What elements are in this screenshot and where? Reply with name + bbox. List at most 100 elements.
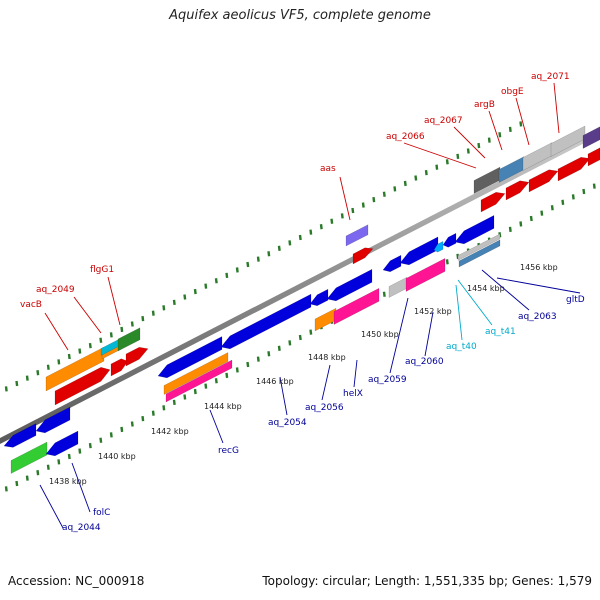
kbp-label: 1454 kbp: [467, 284, 505, 293]
tick-mark: [130, 321, 134, 327]
gene-feature[interactable]: [405, 257, 446, 292]
leader-line: [488, 110, 503, 151]
tick-mark: [67, 453, 71, 460]
tick-mark: [382, 291, 386, 297]
tick-mark: [67, 353, 71, 360]
tick-mark: [46, 364, 50, 370]
gene-label-aas[interactable]: aas: [320, 164, 336, 174]
gene-label-aq-2067[interactable]: aq_2067: [424, 116, 463, 126]
kbp-scale: 1438 kbp 1440 kbp 1442 kbp 1444 kbp 1446…: [49, 263, 558, 486]
tick-mark: [340, 213, 344, 219]
gene-feature[interactable]: [35, 406, 71, 434]
gene-label-vacB[interactable]: vacB: [20, 300, 42, 310]
gene-feature[interactable]: [550, 125, 586, 157]
gene-label-aq-2066[interactable]: aq_2066: [386, 132, 425, 142]
gene-label-aq-2071[interactable]: aq_2071: [531, 72, 570, 82]
gene-feature[interactable]: [388, 276, 408, 298]
tick-mark: [36, 470, 40, 476]
gene-feature[interactable]: [480, 192, 506, 213]
tick-mark: [424, 169, 428, 176]
gene-feature[interactable]: [54, 367, 111, 406]
gene-feature[interactable]: [457, 233, 501, 261]
tick-mark: [445, 259, 449, 265]
gene-label-aq-2049[interactable]: aq_2049: [36, 285, 75, 295]
gene-label-aq-t41[interactable]: aq_t41: [485, 327, 516, 337]
gene-label-aq-2063[interactable]: aq_2063: [518, 312, 557, 322]
gene-feature[interactable]: [125, 346, 149, 367]
leader-line: [39, 484, 64, 529]
kbp-label: 1452 kbp: [414, 307, 452, 316]
tick-mark: [309, 229, 313, 235]
tick-mark: [99, 437, 103, 443]
gene-label-argB[interactable]: argB: [474, 100, 495, 110]
gene-feature[interactable]: [345, 224, 369, 247]
gene-feature[interactable]: [505, 180, 530, 201]
gene-feature[interactable]: [587, 147, 600, 167]
tick-mark: [487, 137, 491, 143]
gene-feature[interactable]: [433, 240, 444, 253]
tick-mark: [256, 356, 260, 362]
gene-label-recG[interactable]: recG: [218, 446, 239, 456]
tick-mark: [309, 329, 313, 335]
gene-feature[interactable]: [3, 423, 37, 448]
gene-feature[interactable]: [110, 358, 129, 377]
gene-feature[interactable]: [582, 126, 600, 149]
gene-label-aq-t40[interactable]: aq_t40: [446, 342, 477, 352]
kbp-label: 1446 kbp: [256, 377, 294, 386]
leader-line: [515, 97, 530, 146]
leader-line: [455, 284, 463, 341]
gene-feature[interactable]: [454, 214, 495, 245]
gene-feature[interactable]: [45, 346, 105, 392]
gene-feature[interactable]: [165, 359, 233, 403]
tick-mark: [204, 283, 208, 289]
gene-label-aq-2056[interactable]: aq_2056: [305, 403, 344, 413]
bottom-gene-labels: aq_2044 folC recG aq_2054 aq_2056 helX a…: [62, 295, 585, 533]
tick-mark: [141, 315, 145, 322]
tick-mark: [57, 359, 61, 365]
gene-label-aq-2060[interactable]: aq_2060: [405, 357, 444, 367]
gene-label-aq-2054[interactable]: aq_2054: [268, 418, 307, 428]
tick-mark: [298, 234, 302, 241]
tick-mark: [246, 361, 250, 368]
leader-line: [107, 276, 121, 326]
tick-mark: [256, 256, 260, 262]
gene-feature[interactable]: [458, 239, 501, 268]
tick-mark: [277, 245, 281, 251]
gene-feature[interactable]: [10, 441, 48, 474]
gene-feature[interactable]: [528, 169, 559, 193]
gene-feature[interactable]: [45, 430, 79, 457]
tick-mark: [592, 183, 596, 189]
gene-feature[interactable]: [382, 254, 402, 273]
gene-feature[interactable]: [220, 293, 312, 350]
gene-label-aq-2059[interactable]: aq_2059: [368, 375, 407, 385]
gene-feature[interactable]: [399, 236, 439, 266]
kbp-label: 1450 kbp: [361, 330, 399, 339]
gene-feature[interactable]: [157, 336, 223, 379]
tick-mark: [109, 432, 113, 438]
tick-mark: [298, 334, 302, 341]
gene-feature[interactable]: [326, 268, 373, 302]
tick-mark: [519, 221, 523, 227]
gene-label-obgE[interactable]: obgE: [501, 87, 524, 97]
gene-feature[interactable]: [352, 247, 374, 265]
gene-feature[interactable]: [557, 156, 591, 182]
gene-label-flgG1[interactable]: flgG1: [90, 265, 114, 275]
gene-feature[interactable]: [442, 232, 457, 248]
gene-feature[interactable]: [163, 352, 229, 395]
gene-feature[interactable]: [333, 287, 380, 325]
tick-mark: [550, 205, 554, 211]
tick-mark: [4, 386, 8, 392]
gene-feature[interactable]: [117, 327, 141, 352]
tick-mark: [361, 202, 365, 208]
gene-label-aq-2044[interactable]: aq_2044: [62, 523, 101, 533]
tick-mark: [582, 188, 586, 195]
gene-label-helX[interactable]: helX: [343, 389, 363, 399]
gene-feature[interactable]: [314, 307, 337, 332]
gene-label-gltD[interactable]: gltD: [566, 295, 585, 305]
leader-line: [71, 462, 91, 513]
tick-mark: [109, 332, 113, 338]
gene-feature[interactable]: [309, 288, 329, 307]
tick-mark: [15, 480, 19, 487]
gene-label-folC[interactable]: folC: [93, 508, 110, 518]
